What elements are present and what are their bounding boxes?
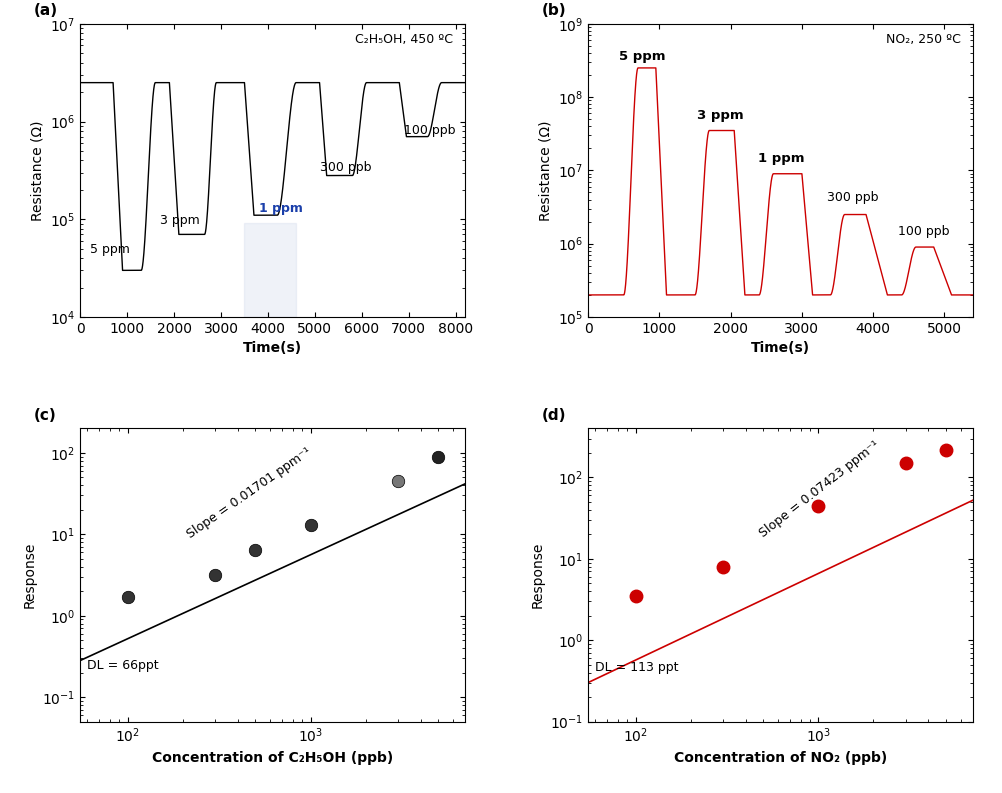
Text: 1 ppm: 1 ppm [757, 152, 804, 165]
X-axis label: Concentration of NO₂ (ppb): Concentration of NO₂ (ppb) [673, 751, 886, 764]
Text: DL = 113 ppt: DL = 113 ppt [594, 661, 678, 674]
Y-axis label: Resistance (Ω): Resistance (Ω) [30, 121, 44, 220]
X-axis label: Time(s): Time(s) [750, 342, 810, 355]
X-axis label: Concentration of C₂H₅OH (ppb): Concentration of C₂H₅OH (ppb) [152, 751, 393, 764]
Text: (a): (a) [34, 3, 58, 18]
Text: C₂H₅OH, 450 ºC: C₂H₅OH, 450 ºC [355, 33, 453, 45]
Text: 300 ppb: 300 ppb [826, 191, 878, 205]
X-axis label: Time(s): Time(s) [242, 342, 302, 355]
Text: 5 ppm: 5 ppm [618, 50, 664, 63]
Bar [244, 223, 296, 317]
Text: (c): (c) [34, 408, 57, 423]
Text: Slope = 0.01701 ppm⁻¹: Slope = 0.01701 ppm⁻¹ [184, 445, 314, 541]
Text: Slope = 0.07423 ppm⁻¹: Slope = 0.07423 ppm⁻¹ [757, 439, 882, 540]
Y-axis label: Response: Response [23, 542, 37, 608]
Y-axis label: Response: Response [530, 542, 544, 608]
Text: 3 ppm: 3 ppm [160, 214, 199, 227]
Text: DL = 66ppt: DL = 66ppt [87, 659, 158, 672]
Text: 100 ppb: 100 ppb [404, 124, 455, 136]
Text: 300 ppb: 300 ppb [320, 161, 371, 174]
Text: (d): (d) [541, 408, 566, 423]
Text: 5 ppm: 5 ppm [89, 243, 129, 256]
Text: 100 ppb: 100 ppb [897, 225, 949, 239]
Text: 1 ppm: 1 ppm [259, 201, 303, 215]
Y-axis label: Resistance (Ω): Resistance (Ω) [538, 121, 552, 220]
Text: 3 ppm: 3 ppm [696, 109, 743, 122]
Text: (b): (b) [541, 3, 566, 18]
Text: NO₂, 250 ºC: NO₂, 250 ºC [886, 33, 960, 45]
